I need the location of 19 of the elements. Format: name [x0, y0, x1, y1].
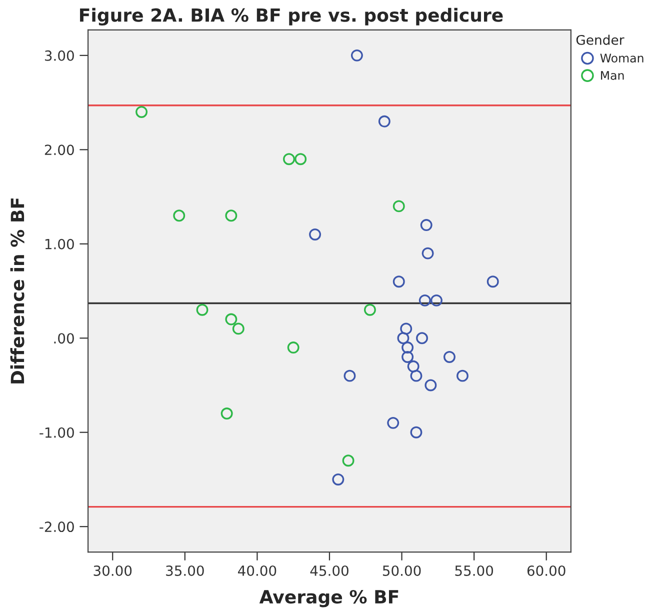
y-axis-title: Difference in % BF — [10, 198, 24, 384]
y-tick-label: 3.00 — [44, 50, 74, 61]
legend-label: Man — [601, 71, 624, 80]
legend-label: Woman — [600, 54, 644, 63]
y-tick-label: -2.00 — [40, 522, 74, 532]
legend-title: Gender — [576, 34, 624, 45]
y-tick-label: -1.00 — [40, 427, 74, 438]
y-tick-label: .00 — [54, 333, 74, 344]
x-tick-label: 30.00 — [94, 565, 132, 576]
x-tick-label: 40.00 — [238, 565, 276, 576]
x-tick-label: 60.00 — [527, 565, 566, 576]
x-tick-label: 50.00 — [382, 565, 421, 576]
x-tick-label: 45.00 — [310, 565, 348, 576]
y-tick-label: 2.00 — [44, 144, 74, 156]
chart-title: Figure 2A. BIA % BF pre vs. post pedicure — [80, 8, 503, 26]
x-tick-label: 55.00 — [455, 565, 494, 576]
x-tick-label: 35.00 — [166, 565, 204, 576]
x-axis-title: Average % BF — [259, 590, 398, 608]
y-tick-label: 1.00 — [45, 238, 74, 250]
